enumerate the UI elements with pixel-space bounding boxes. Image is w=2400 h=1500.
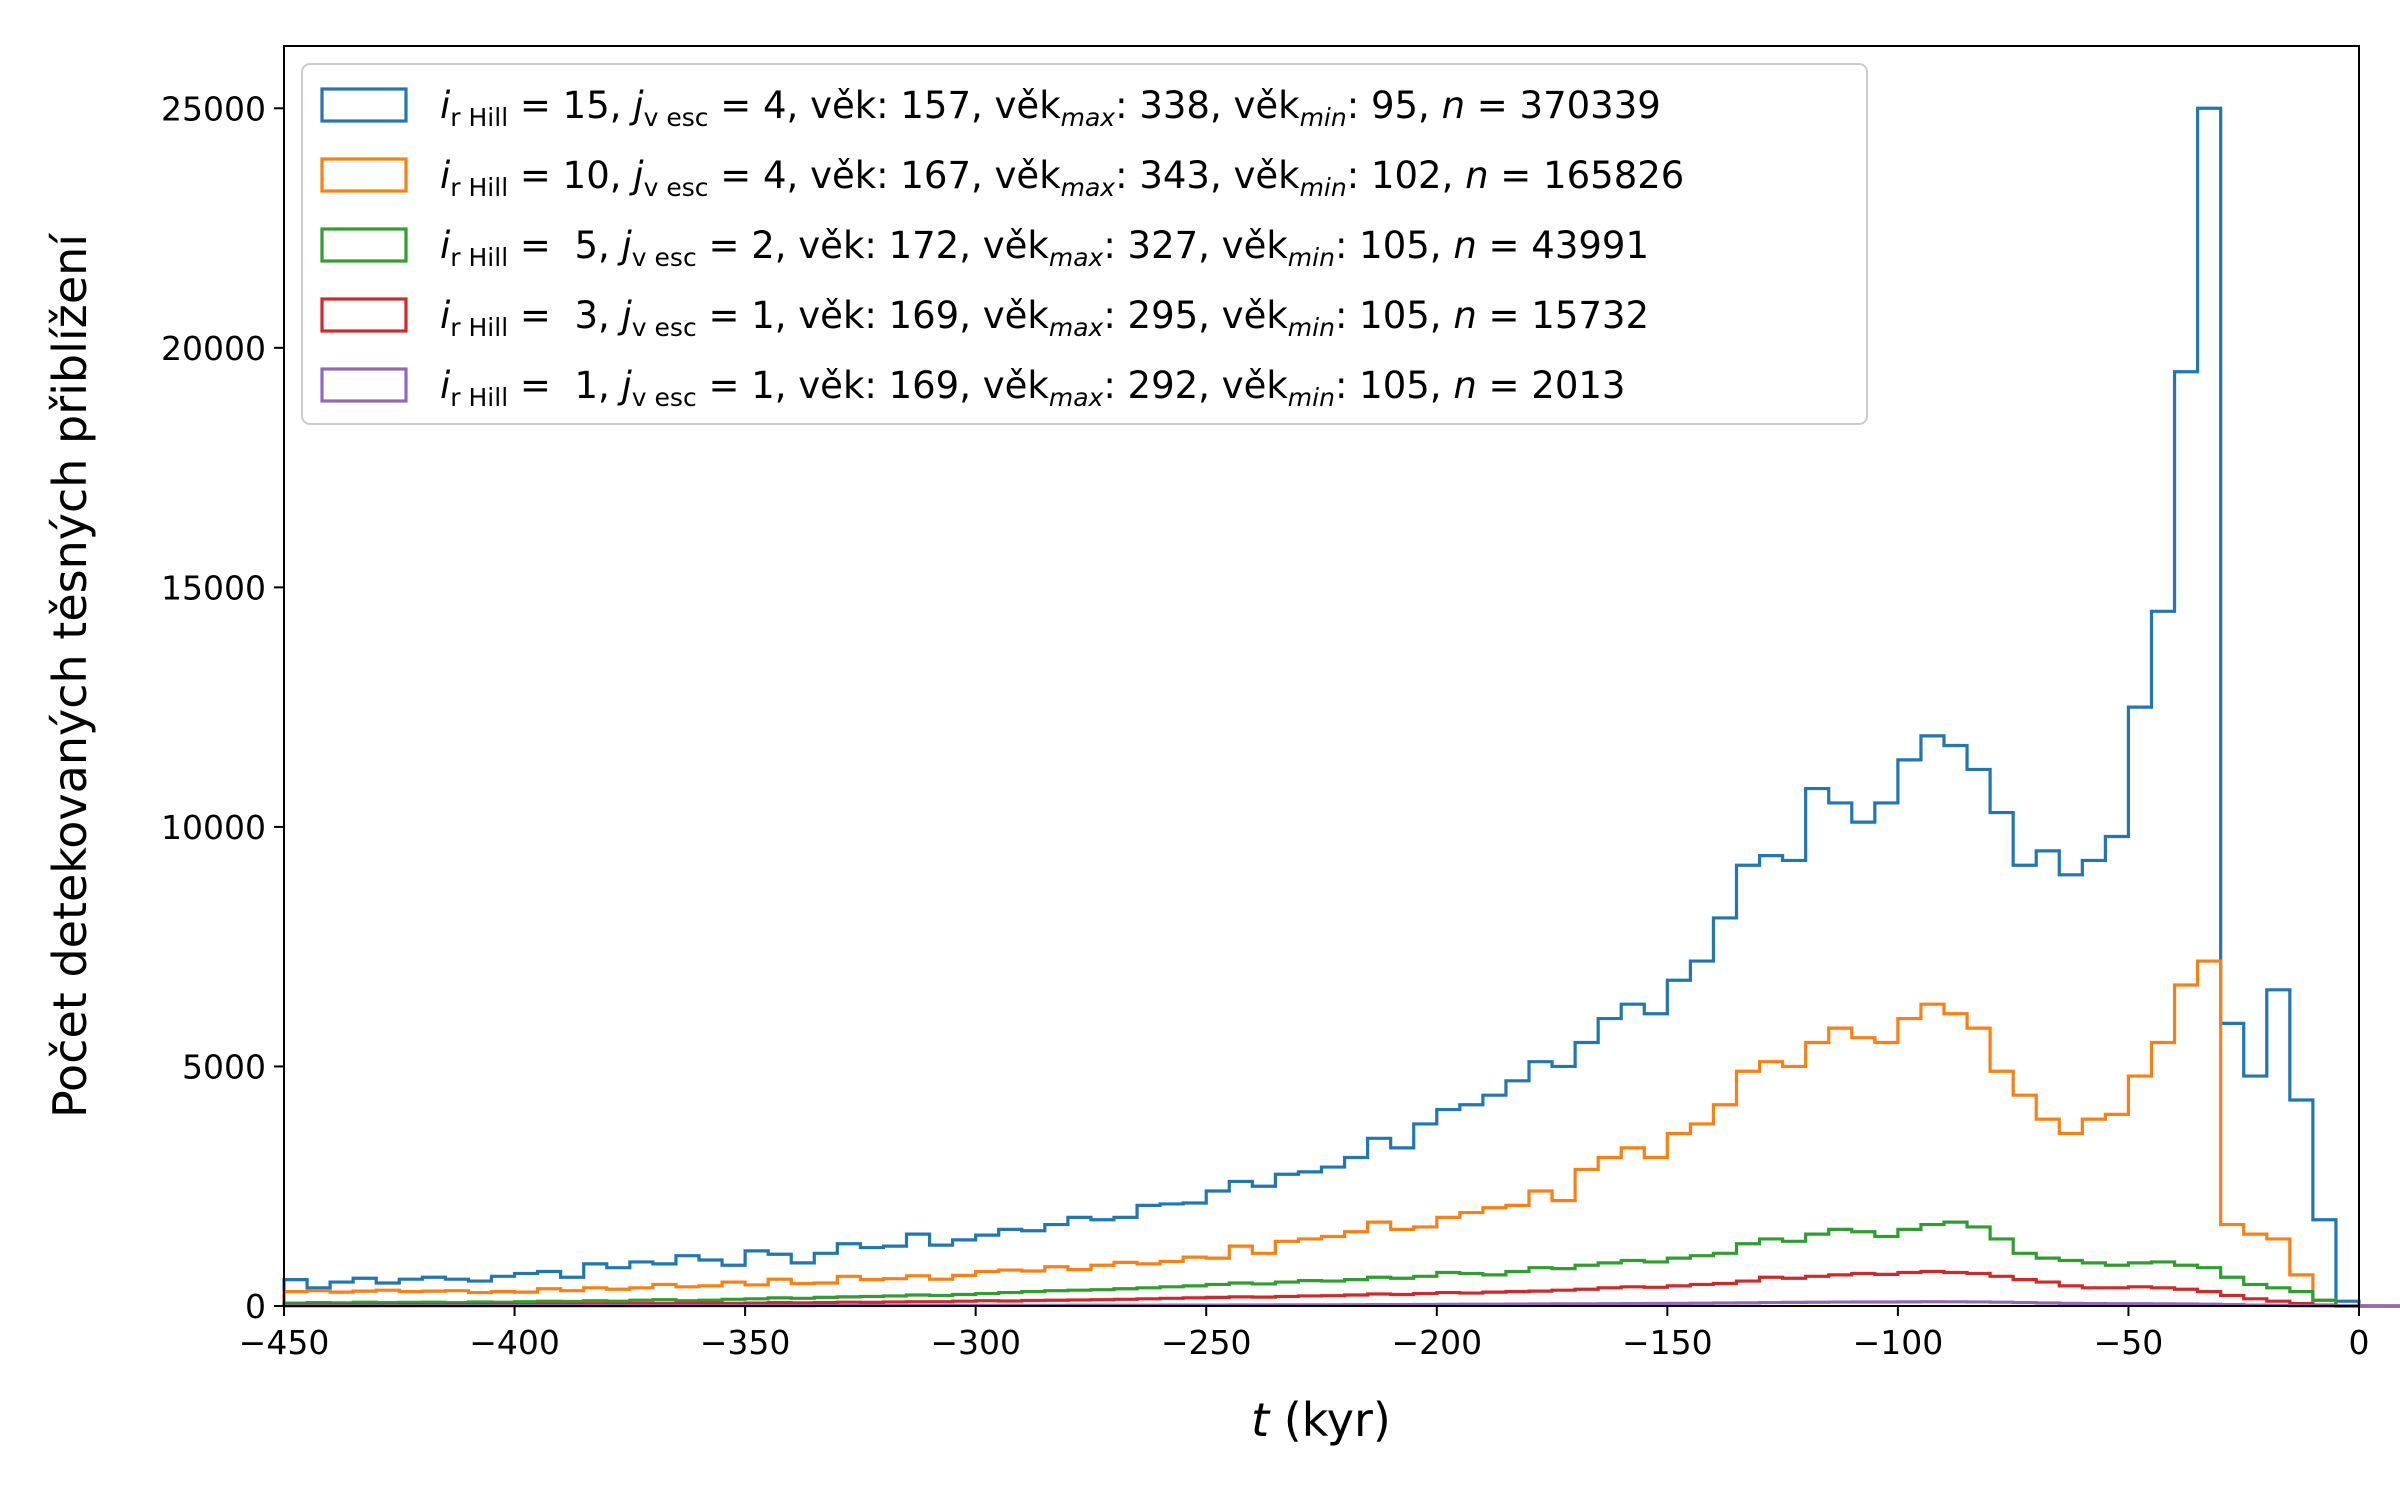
legend-entry-3: ir Hill = 5, jv esc = 2, věk: 172, věkma… <box>320 224 1649 272</box>
legend-swatch <box>320 297 408 333</box>
legend-label: ir Hill = 15, jv esc = 4, věk: 157, věkm… <box>440 84 1661 132</box>
x-tick-label: 0 <box>2349 1323 2370 1362</box>
plot-frame <box>283 45 2360 1307</box>
y-tick-label: 25000 <box>161 89 266 128</box>
y-tick-label: 10000 <box>161 808 266 847</box>
x-tick-label: −300 <box>930 1323 1021 1362</box>
x-tick-label: −200 <box>1391 1323 1482 1362</box>
x-tick-label: −50 <box>2094 1323 2164 1362</box>
x-tick-label: −100 <box>1853 1323 1944 1362</box>
x-axis-label: t (kyr) <box>1251 1393 1391 1447</box>
legend-box <box>301 63 1868 425</box>
legend-label: ir Hill = 3, jv esc = 1, věk: 169, věkma… <box>440 294 1649 342</box>
series-line-4 <box>282 1269 2400 1308</box>
series-line-2 <box>282 959 2400 1308</box>
legend-swatch <box>320 157 408 193</box>
legend-swatch <box>320 227 408 263</box>
x-tick-label: −350 <box>700 1323 791 1362</box>
legend-swatch <box>320 367 408 403</box>
y-tick-label: 20000 <box>161 329 266 368</box>
x-tick-label: −250 <box>1161 1323 1252 1362</box>
series-line-1 <box>282 106 2400 1308</box>
x-tick-label: −400 <box>469 1323 560 1362</box>
x-tick-label: −450 <box>239 1323 330 1362</box>
legend-entry-1: ir Hill = 15, jv esc = 4, věk: 157, věkm… <box>320 84 1661 132</box>
legend-label: ir Hill = 1, jv esc = 1, věk: 169, věkma… <box>440 364 1625 412</box>
x-axis-variable: t <box>1251 1393 1271 1447</box>
x-axis: −450 −400 −350 −300 −250 −200 −150 −100 −50 0 <box>239 1306 2370 1362</box>
legend: ir Hill = 15, jv esc = 4, věk: 157, věkm… <box>301 63 1868 425</box>
x-tick-label: −150 <box>1622 1323 1713 1362</box>
legend-entry-2: ir Hill = 10, jv esc = 4, věk: 167, věkm… <box>320 154 1684 202</box>
y-tick-label: 15000 <box>161 568 266 607</box>
legend-label: ir Hill = 10, jv esc = 4, věk: 167, věkm… <box>440 154 1684 202</box>
series-line-3 <box>282 1220 2400 1308</box>
x-axis-unit: (kyr) <box>1269 1393 1391 1447</box>
legend-entry-5: ir Hill = 1, jv esc = 1, věk: 169, věkma… <box>320 364 1625 412</box>
legend-entry-4: ir Hill = 3, jv esc = 1, věk: 169, věkma… <box>320 294 1649 342</box>
y-axis: 0 5000 10000 15000 20000 25000 <box>161 89 284 1326</box>
y-tick-label: 5000 <box>182 1047 266 1086</box>
legend-label: ir Hill = 5, jv esc = 2, věk: 172, věkma… <box>440 224 1649 272</box>
y-axis-label: Počet detekovaných těsných přiblížení <box>43 233 97 1118</box>
legend-swatch <box>320 87 408 123</box>
y-tick-label: 0 <box>245 1287 266 1326</box>
